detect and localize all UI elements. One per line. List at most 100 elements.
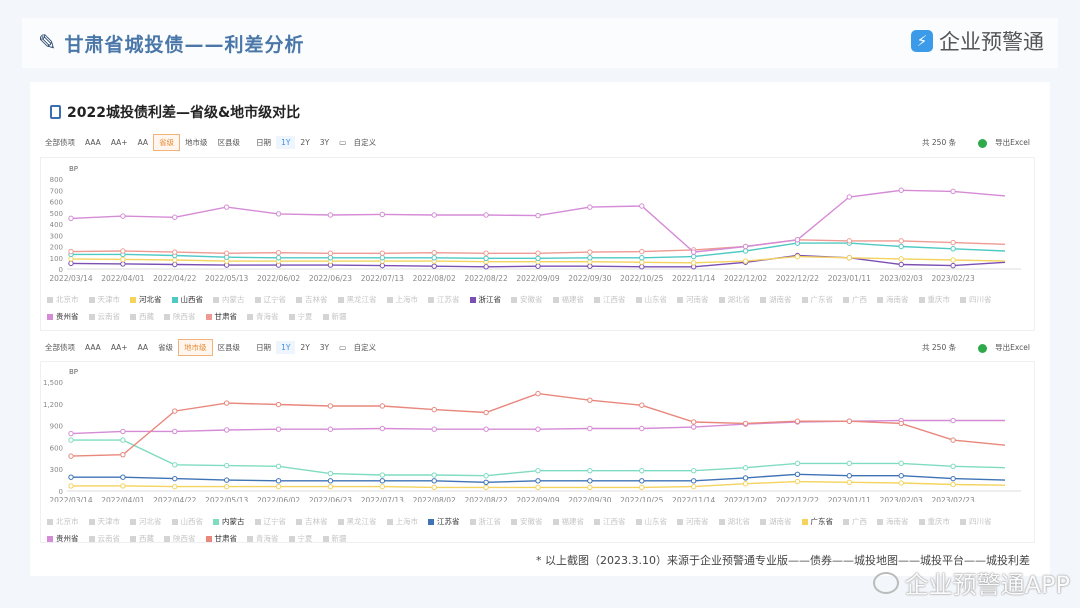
export-excel-button[interactable]: 导出Excel (973, 135, 1040, 150)
data-point[interactable] (483, 212, 489, 218)
data-point[interactable] (68, 248, 74, 255)
data-point[interactable] (275, 463, 282, 469)
data-point[interactable] (639, 467, 645, 474)
legend-item[interactable]: 云南省 (88, 311, 120, 322)
data-point[interactable] (639, 264, 645, 270)
legend-item[interactable]: 内蒙古 (213, 294, 245, 305)
filter-1[interactable]: AAA (85, 138, 101, 147)
data-point[interactable] (327, 426, 334, 432)
data-point[interactable] (120, 256, 126, 263)
legend-item[interactable]: 湖北省 (718, 516, 750, 527)
legend-item[interactable]: 广西 (843, 516, 867, 527)
data-point[interactable] (535, 484, 541, 491)
data-point[interactable] (846, 238, 853, 244)
data-point[interactable] (690, 424, 697, 430)
data-point[interactable] (379, 250, 386, 256)
data-point[interactable] (898, 256, 904, 262)
filter-5[interactable]: 地市级 (185, 138, 208, 147)
filter-2[interactable]: AA+ (110, 138, 128, 147)
data-point[interactable] (172, 428, 178, 435)
data-point[interactable] (898, 460, 904, 467)
legend-item[interactable]: 辽宁省 (254, 516, 286, 527)
legend-item[interactable]: 吉林省 (296, 294, 328, 305)
legend-item[interactable]: 江西省 (594, 294, 626, 305)
legend-item[interactable]: 河南省 (677, 294, 709, 305)
legend-item[interactable]: 广东省 (801, 516, 833, 527)
legend-item[interactable]: 新疆 (322, 311, 347, 322)
data-point[interactable] (275, 249, 282, 256)
legend-item[interactable]: 浙江省 (469, 516, 501, 527)
data-point[interactable] (483, 426, 489, 432)
data-point[interactable] (846, 479, 853, 485)
legend-item[interactable]: 辽宁省 (254, 294, 286, 305)
data-point[interactable] (68, 215, 74, 222)
data-point[interactable] (327, 403, 334, 409)
legend-item[interactable]: 福建省 (552, 294, 584, 305)
data-point[interactable] (483, 473, 489, 479)
data-point[interactable] (898, 473, 904, 479)
data-point[interactable] (327, 470, 334, 477)
legend-item[interactable]: 陕西省 (164, 311, 196, 322)
data-point[interactable] (587, 484, 593, 491)
data-point[interactable] (483, 264, 489, 270)
data-point[interactable] (950, 239, 956, 246)
filter-6[interactable]: 区县级 (217, 343, 241, 352)
filter-3[interactable]: AA (137, 138, 149, 147)
legend-item[interactable]: 河南省 (677, 516, 709, 527)
data-point[interactable] (587, 397, 593, 403)
custom-range-button[interactable]: ▭ 自定义 (334, 340, 386, 355)
data-point[interactable] (794, 418, 801, 424)
data-point[interactable] (172, 483, 178, 490)
data-point[interactable] (742, 420, 749, 427)
legend-item[interactable]: 西藏 (130, 533, 154, 544)
data-point[interactable] (898, 243, 904, 250)
data-point[interactable] (846, 194, 853, 200)
legend-item[interactable]: 广西 (843, 294, 867, 305)
legend-item[interactable]: 江西省 (594, 516, 626, 527)
data-point[interactable] (950, 188, 956, 195)
data-point[interactable] (639, 259, 645, 265)
data-point[interactable] (379, 255, 386, 261)
data-point[interactable] (327, 212, 334, 218)
legend-item[interactable]: 宁夏 (288, 311, 313, 322)
legend-item[interactable]: 四川省 (960, 516, 992, 527)
data-point[interactable] (742, 475, 749, 481)
data-point[interactable] (379, 262, 386, 269)
legend-item[interactable]: 江苏省 (428, 516, 460, 527)
legend-item[interactable]: 重庆市 (918, 294, 950, 305)
period-2Y[interactable]: 2Y (300, 343, 310, 352)
data-point[interactable] (483, 250, 489, 256)
legend-item[interactable]: 青海省 (247, 311, 279, 322)
data-point[interactable] (950, 257, 956, 263)
data-point[interactable] (431, 484, 437, 491)
data-point[interactable] (846, 418, 853, 424)
filter-3[interactable]: AA (137, 343, 149, 352)
data-point[interactable] (223, 250, 230, 256)
legend-item[interactable]: 北京市 (47, 516, 79, 527)
data-point[interactable] (275, 426, 282, 432)
data-point[interactable] (172, 249, 178, 255)
data-point[interactable] (223, 483, 230, 490)
data-point[interactable] (172, 408, 178, 414)
data-point[interactable] (898, 187, 904, 193)
data-point[interactable] (846, 460, 853, 467)
legend-item[interactable]: 天津市 (88, 294, 120, 305)
data-point[interactable] (535, 467, 541, 474)
legend-item[interactable]: 山西省 (171, 294, 203, 305)
legend-item[interactable]: 新疆 (322, 533, 347, 544)
data-point[interactable] (327, 250, 334, 256)
filter-2[interactable]: AA+ (110, 343, 128, 352)
data-point[interactable] (379, 403, 386, 409)
filter-5[interactable]: 地市级 (178, 339, 213, 356)
data-point[interactable] (68, 453, 74, 459)
data-point[interactable] (68, 260, 74, 267)
legend-item[interactable]: 黑龙江省 (337, 516, 377, 527)
data-point[interactable] (275, 401, 282, 408)
data-point[interactable] (223, 427, 230, 433)
period-1Y[interactable]: 1Y (276, 341, 296, 354)
data-point[interactable] (587, 467, 593, 474)
data-point[interactable] (950, 246, 956, 252)
data-point[interactable] (587, 204, 593, 210)
data-point[interactable] (535, 212, 541, 219)
data-point[interactable] (794, 237, 801, 243)
